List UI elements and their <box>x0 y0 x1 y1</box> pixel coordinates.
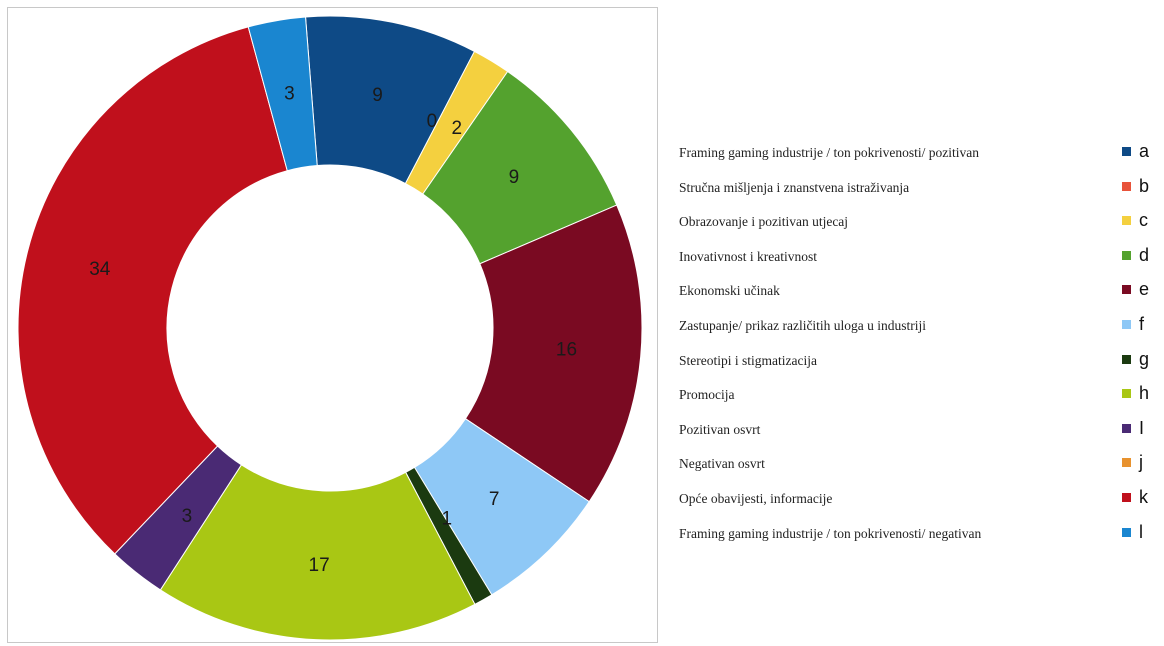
data-label-l: 3 <box>284 83 295 104</box>
slice-h <box>159 464 476 641</box>
legend-item-d: d <box>1122 244 1149 279</box>
legend-swatch <box>1122 285 1131 295</box>
legend-item-g: g <box>1122 348 1149 383</box>
legend-label: c <box>1139 210 1148 231</box>
legend-label: a <box>1139 141 1150 161</box>
data-label-h: 17 <box>309 555 330 576</box>
data-label-f: 7 <box>489 489 500 510</box>
data-label-d: 9 <box>509 167 520 188</box>
legend-swatch <box>1122 423 1131 433</box>
legend-swatch <box>1122 181 1131 191</box>
legend-swatch <box>1122 216 1131 226</box>
legend-swatch <box>1122 527 1131 537</box>
category-descriptions: Framing gaming industrije / ton pokriven… <box>679 142 1079 557</box>
legend-swatch <box>1122 492 1131 502</box>
description-l: Framing gaming industrije / ton pokriven… <box>679 525 982 541</box>
chart-frame: 902916711730343 <box>7 7 658 643</box>
donut-chart: 902916711730343 <box>17 15 643 641</box>
legend-label: b <box>1139 175 1150 196</box>
legend-item-c: c <box>1122 209 1149 244</box>
slice-k <box>17 26 288 555</box>
legend-label: j <box>1139 452 1143 473</box>
description-h: Promocija <box>679 387 735 403</box>
legend-item-h: h <box>1122 382 1149 417</box>
legend-label: e <box>1139 279 1150 300</box>
legend-item-l: l <box>1122 521 1149 556</box>
description-j: Negativan osvrt <box>679 456 765 472</box>
data-label-i: 3 <box>182 506 193 527</box>
legend-swatch <box>1122 354 1131 364</box>
description-d: Inovativnost i kreativnost <box>679 248 817 264</box>
legend-swatch <box>1122 389 1131 399</box>
description-a: Framing gaming industrije / ton pokriven… <box>679 145 979 160</box>
data-label-b: 0 <box>427 111 438 132</box>
description-k: Opće obavijesti, informacije <box>679 490 833 506</box>
legend-item-i: I <box>1122 417 1149 452</box>
slice-e <box>464 204 643 503</box>
data-label-c: 2 <box>452 118 463 139</box>
legend-swatch <box>1122 147 1131 156</box>
legend-label: g <box>1139 348 1150 369</box>
description-f: Zastupanje/ prikaz različitih uloga u in… <box>679 317 927 333</box>
legend-item-f: f <box>1122 313 1149 348</box>
legend-item-e: e <box>1122 278 1149 313</box>
legend-item-b: b <box>1122 175 1149 210</box>
description-c: Obrazovanje i pozitivan utjecaj <box>679 214 849 230</box>
legend-swatch <box>1122 250 1131 260</box>
slice-l <box>247 16 318 172</box>
legend-label: d <box>1139 244 1150 265</box>
legend-label: I <box>1139 417 1145 438</box>
legend-item-k: k <box>1122 486 1149 521</box>
data-label-k: 34 <box>89 259 111 280</box>
data-label-g: 1 <box>441 508 452 529</box>
description-g: Stereotipi i stigmatizacija <box>679 352 817 368</box>
legend-label: h <box>1139 383 1150 404</box>
legend-label: l <box>1139 521 1143 542</box>
legend-label: f <box>1139 313 1145 334</box>
data-label-a: 9 <box>372 85 383 106</box>
legend-label: k <box>1139 486 1148 507</box>
data-label-e: 16 <box>556 339 577 360</box>
description-i: Pozitivan osvrt <box>679 421 761 437</box>
description-b: Stručna mišljenja i znanstvena istraživa… <box>679 179 910 195</box>
legend-item-a: a <box>1122 140 1149 175</box>
legend-item-j: j <box>1122 451 1149 486</box>
legend-swatch <box>1122 319 1131 329</box>
legend-swatch <box>1122 458 1131 468</box>
description-e: Ekonomski učinak <box>679 283 780 299</box>
